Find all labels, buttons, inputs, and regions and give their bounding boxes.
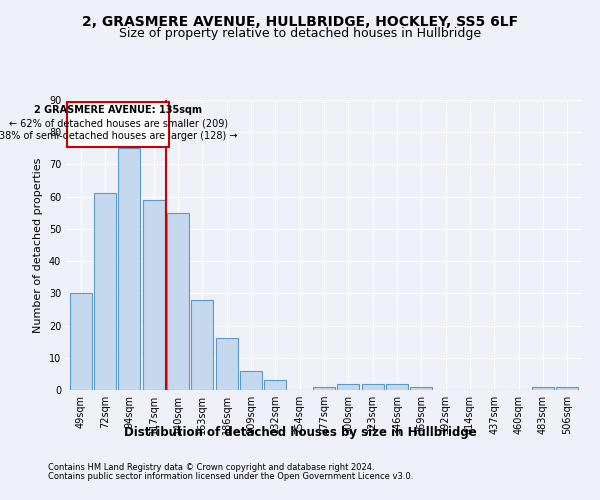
Bar bbox=[410, 387, 433, 390]
Bar bbox=[556, 387, 578, 390]
Bar bbox=[94, 194, 116, 390]
Bar bbox=[167, 213, 189, 390]
Y-axis label: Number of detached properties: Number of detached properties bbox=[33, 158, 43, 332]
Text: 2 GRASMERE AVENUE: 135sqm: 2 GRASMERE AVENUE: 135sqm bbox=[34, 106, 202, 116]
Bar bbox=[265, 380, 286, 390]
Bar bbox=[532, 387, 554, 390]
Text: Distribution of detached houses by size in Hullbridge: Distribution of detached houses by size … bbox=[124, 426, 476, 439]
Text: 2, GRASMERE AVENUE, HULLBRIDGE, HOCKLEY, SS5 6LF: 2, GRASMERE AVENUE, HULLBRIDGE, HOCKLEY,… bbox=[82, 15, 518, 29]
Text: ← 62% of detached houses are smaller (209): ← 62% of detached houses are smaller (20… bbox=[9, 118, 228, 128]
Bar bbox=[337, 384, 359, 390]
FancyBboxPatch shape bbox=[67, 102, 169, 146]
Bar bbox=[118, 148, 140, 390]
Bar bbox=[362, 384, 383, 390]
Bar bbox=[215, 338, 238, 390]
Text: Contains public sector information licensed under the Open Government Licence v3: Contains public sector information licen… bbox=[48, 472, 413, 481]
Bar bbox=[70, 294, 92, 390]
Text: 38% of semi-detached houses are larger (128) →: 38% of semi-detached houses are larger (… bbox=[0, 132, 238, 141]
Text: Size of property relative to detached houses in Hullbridge: Size of property relative to detached ho… bbox=[119, 28, 481, 40]
Bar bbox=[143, 200, 164, 390]
Bar bbox=[191, 300, 213, 390]
Bar bbox=[313, 387, 335, 390]
Bar bbox=[386, 384, 408, 390]
Bar bbox=[240, 370, 262, 390]
Text: Contains HM Land Registry data © Crown copyright and database right 2024.: Contains HM Land Registry data © Crown c… bbox=[48, 464, 374, 472]
